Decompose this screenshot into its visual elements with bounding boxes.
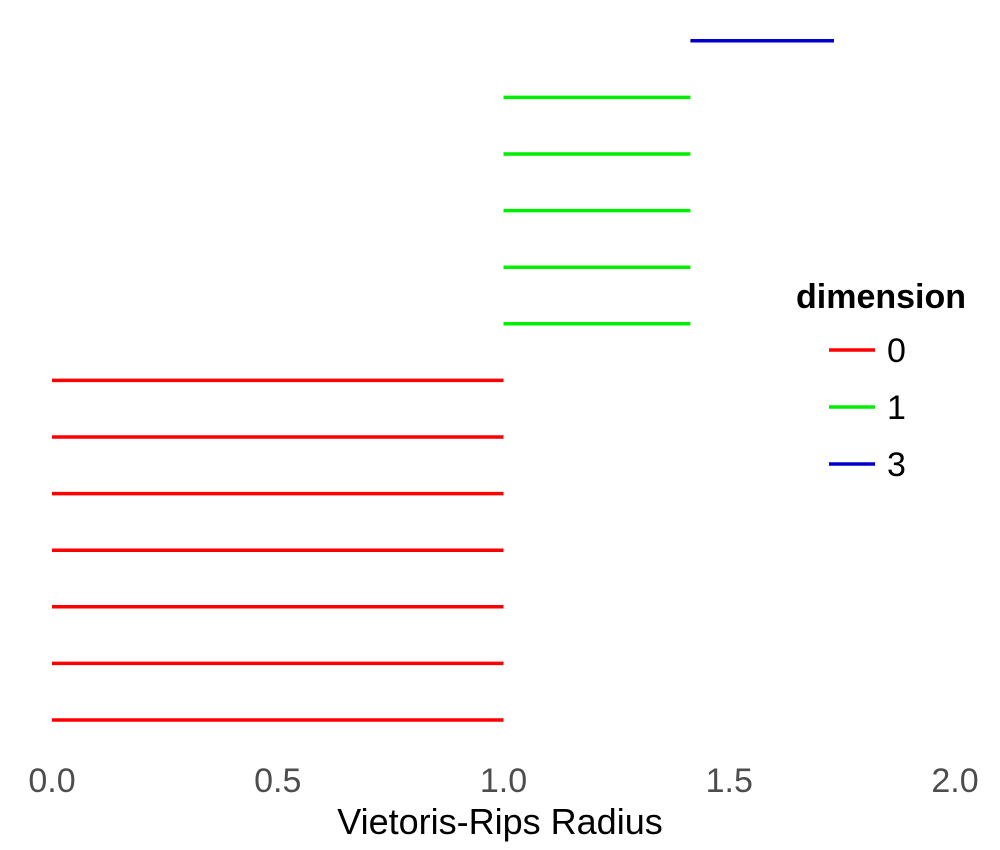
legend-entry: 0 (829, 332, 906, 370)
legend-entry-label: 1 (887, 389, 906, 427)
x-tick-label: 0.5 (254, 762, 301, 800)
legend-entry-label: 3 (887, 446, 906, 484)
bars-layer (52, 39, 834, 722)
legend-entry-label: 0 (887, 332, 906, 370)
x-tick-label: 2.0 (931, 762, 978, 800)
x-axis-ticks: 0.0 0.5 1.0 1.5 2.0 (28, 762, 978, 800)
legend-entry: 1 (829, 389, 906, 427)
x-tick-label: 1.0 (480, 762, 527, 800)
x-axis-title: Vietoris-Rips Radius (337, 801, 662, 842)
legend-entry: 3 (829, 446, 906, 484)
x-tick-label: 1.5 (706, 762, 753, 800)
legend-entries: 0 1 3 (829, 332, 906, 484)
legend-title: dimension (796, 278, 966, 316)
x-tick-label: 0.0 (28, 762, 75, 800)
legend: dimension 0 1 3 (796, 278, 966, 484)
